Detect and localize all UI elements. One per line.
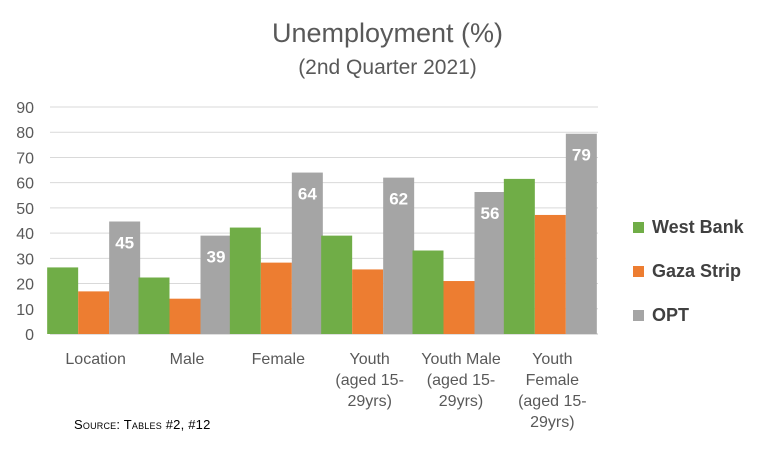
y-tick-label: 60 <box>16 176 34 193</box>
legend-swatch-opt <box>633 310 644 321</box>
x-tick-label: Youth <box>349 351 389 368</box>
data-label: 56 <box>481 204 500 223</box>
data-label: 62 <box>389 190 408 209</box>
chart-subtitle: (2nd Quarter 2021) <box>298 56 477 79</box>
legend-swatch-gaza-strip <box>633 266 644 277</box>
x-tick-label: (aged 15- <box>518 393 587 410</box>
y-tick-label: 30 <box>16 251 34 268</box>
x-tick-label: Youth Male <box>421 351 501 368</box>
y-tick-label: 80 <box>16 125 34 142</box>
bar-opt <box>383 177 415 334</box>
x-tick-label: 29yrs) <box>530 414 574 431</box>
y-tick-label: 0 <box>25 327 34 344</box>
legend-swatch-west-bank <box>633 222 644 233</box>
y-tick-label: 10 <box>16 302 34 319</box>
bar-opt <box>109 221 141 334</box>
bar-opt <box>200 235 232 334</box>
chart-title: Unemployment (%) <box>271 18 504 48</box>
bar-opt <box>291 172 323 334</box>
bar-gaza-strip <box>352 269 384 334</box>
x-tick-label: Male <box>170 351 205 368</box>
bar-gaza-strip <box>443 281 475 334</box>
bar-west-bank <box>47 267 79 334</box>
data-label: 45 <box>115 234 134 253</box>
bar-opt <box>474 191 506 334</box>
bar-west-bank <box>229 227 261 334</box>
data-label: 39 <box>207 248 226 267</box>
bar-west-bank <box>321 235 353 334</box>
legend-item-west-bank: West Bank <box>633 214 744 241</box>
y-tick-label: 90 <box>16 100 34 117</box>
x-tick-label: Female <box>526 372 579 389</box>
x-tick-label: Location <box>65 351 126 368</box>
legend-label-opt: OPT <box>652 305 690 325</box>
bar-opt <box>565 133 597 334</box>
y-tick-label: 40 <box>16 226 34 243</box>
y-tick-label: 20 <box>16 277 34 294</box>
chart-legend: West Bank Gaza Strip OPT <box>633 214 744 346</box>
y-tick-label: 70 <box>16 150 34 167</box>
bar-west-bank <box>503 178 535 334</box>
bar-gaza-strip <box>169 298 201 334</box>
bar-west-bank <box>412 250 444 334</box>
legend-label-west-bank: West Bank <box>652 217 744 237</box>
bar-gaza-strip <box>260 262 292 334</box>
x-tick-label: 29yrs) <box>347 393 391 410</box>
data-label: 79 <box>572 146 591 165</box>
data-label: 64 <box>298 185 317 204</box>
legend-label-gaza-strip: Gaza Strip <box>652 261 742 281</box>
y-tick-label: 50 <box>16 201 34 218</box>
bar-gaza-strip <box>534 214 566 334</box>
x-tick-label: (aged 15- <box>427 372 496 389</box>
source-note: Source: Tables #2, #12 <box>74 417 211 432</box>
x-tick-label: Female <box>252 351 305 368</box>
bar-west-bank <box>138 277 170 334</box>
legend-item-gaza-strip: Gaza Strip <box>633 258 744 285</box>
x-tick-label: (aged 15- <box>335 372 404 389</box>
x-tick-label: 29yrs) <box>439 393 483 410</box>
bar-gaza-strip <box>78 291 110 334</box>
legend-item-opt: OPT <box>633 302 744 329</box>
x-tick-label: Youth <box>532 351 572 368</box>
